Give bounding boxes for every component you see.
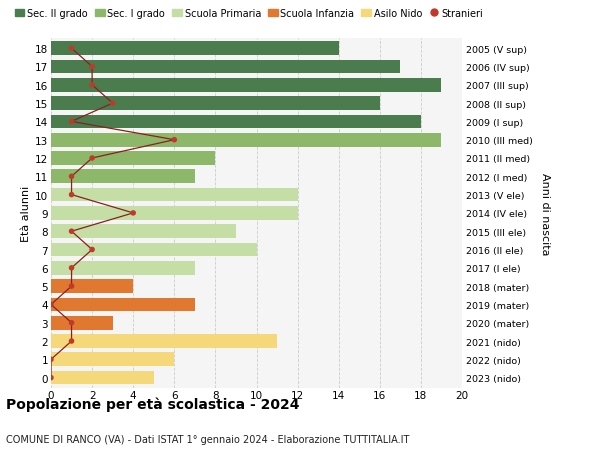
Text: Popolazione per età scolastica - 2024: Popolazione per età scolastica - 2024	[6, 397, 299, 412]
Bar	[51, 188, 298, 202]
Point	[46, 301, 56, 308]
Bar	[51, 353, 175, 366]
Bar	[51, 316, 113, 330]
Point	[67, 283, 76, 290]
Point	[67, 338, 76, 345]
Legend: Sec. II grado, Sec. I grado, Scuola Primaria, Scuola Infanzia, Asilo Nido, Stran: Sec. II grado, Sec. I grado, Scuola Prim…	[11, 5, 487, 22]
Point	[88, 246, 97, 254]
Point	[170, 137, 179, 144]
Bar	[51, 134, 442, 147]
Bar	[51, 371, 154, 385]
Point	[67, 45, 76, 53]
Bar	[51, 298, 195, 312]
Point	[46, 374, 56, 381]
Point	[67, 118, 76, 126]
Bar	[51, 243, 257, 257]
Bar	[51, 261, 195, 275]
Point	[108, 100, 118, 107]
Text: COMUNE DI RANCO (VA) - Dati ISTAT 1° gennaio 2024 - Elaborazione TUTTITALIA.IT: COMUNE DI RANCO (VA) - Dati ISTAT 1° gen…	[6, 434, 409, 444]
Bar	[51, 97, 380, 111]
Point	[67, 264, 76, 272]
Bar	[51, 42, 338, 56]
Point	[67, 228, 76, 235]
Point	[67, 191, 76, 199]
Bar	[51, 115, 421, 129]
Point	[46, 356, 56, 363]
Bar	[51, 335, 277, 348]
Bar	[51, 207, 298, 220]
Bar	[51, 225, 236, 239]
Bar	[51, 152, 215, 166]
Bar	[51, 79, 442, 92]
Point	[67, 173, 76, 180]
Point	[88, 82, 97, 89]
Y-axis label: Anni di nascita: Anni di nascita	[540, 172, 550, 255]
Bar	[51, 170, 195, 184]
Y-axis label: Età alunni: Età alunni	[21, 185, 31, 241]
Point	[88, 64, 97, 71]
Point	[67, 319, 76, 327]
Bar	[51, 280, 133, 293]
Point	[88, 155, 97, 162]
Bar	[51, 61, 400, 74]
Point	[128, 210, 138, 217]
